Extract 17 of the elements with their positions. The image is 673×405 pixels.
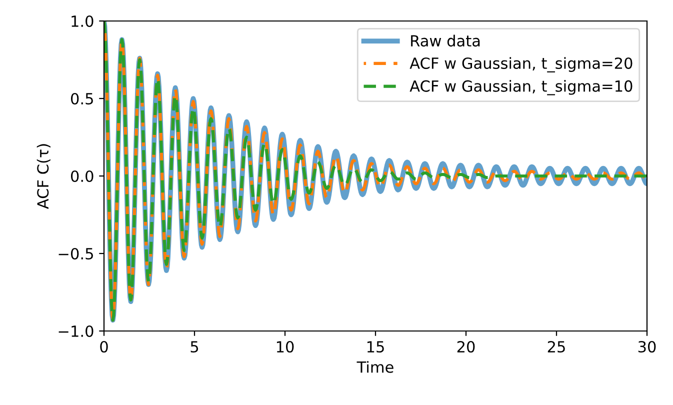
y-tick-label: 0.0	[70, 170, 94, 182]
x-tick-label: 20	[457, 340, 475, 353]
y-axis-title: ACF C(τ)	[36, 144, 50, 210]
y-tick-label: 1.0	[72, 15, 94, 28]
x-axis-title: Time	[356, 361, 394, 373]
x-tick-label: 30	[638, 340, 656, 353]
x-tick-label: 15	[367, 341, 384, 353]
y-tick-label: 0.5	[70, 92, 93, 105]
y-tick-label: −0.5	[58, 248, 93, 260]
x-tick-label: 0	[100, 340, 108, 353]
x-tick-label: 5	[190, 341, 198, 353]
x-tick-label: 25	[548, 340, 565, 353]
y-tick-label: −1.0	[58, 325, 94, 338]
legend-label: Raw data	[411, 34, 480, 47]
legend-label: ACF w Gaussian, t_sigma=20	[410, 57, 632, 72]
legend-label: ACF w Gaussian, t_sigma=10	[410, 80, 632, 96]
x-tick-label: 10	[276, 340, 294, 353]
